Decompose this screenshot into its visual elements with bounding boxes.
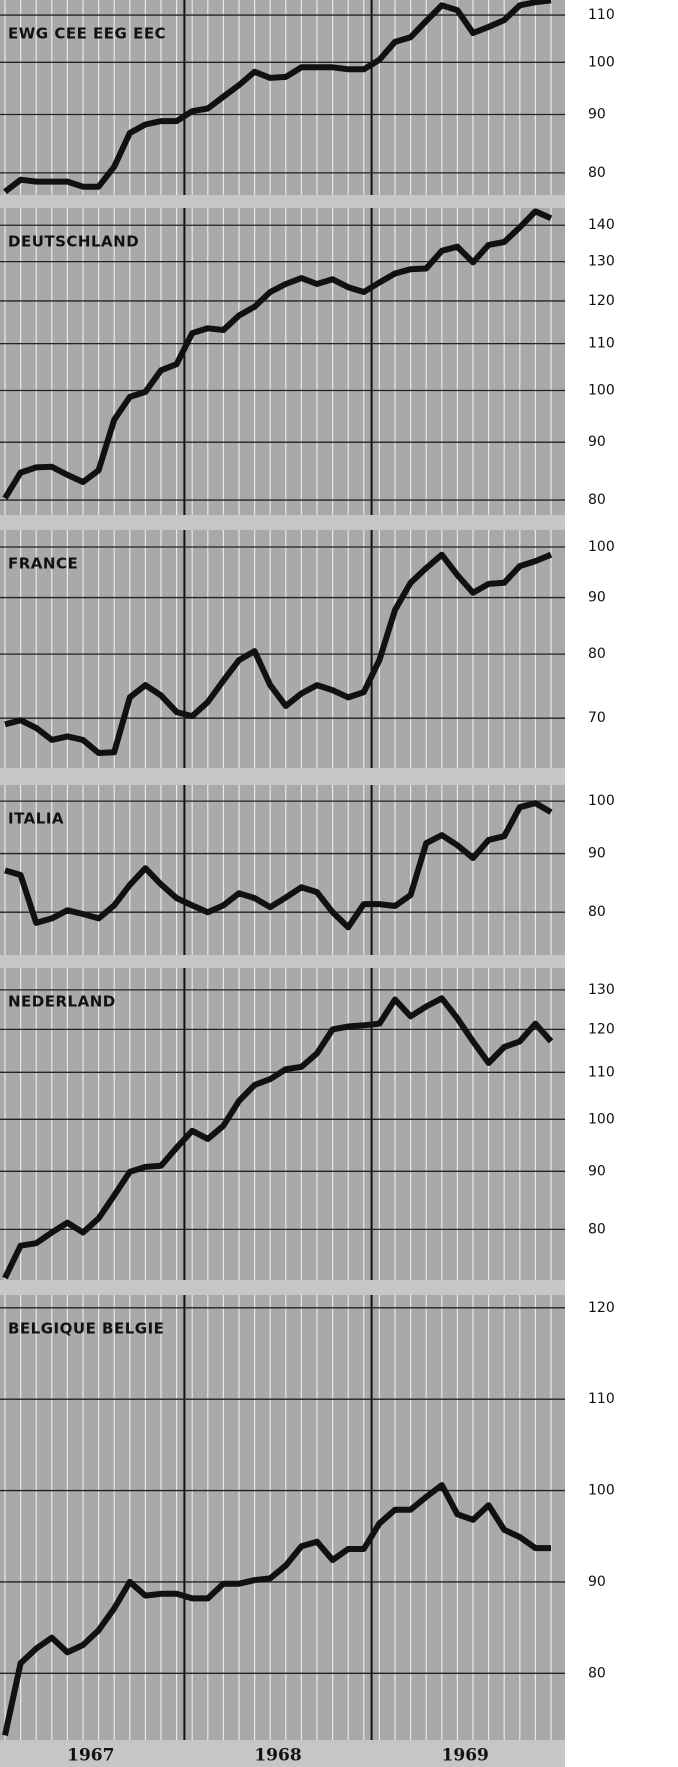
panel-background	[0, 530, 565, 768]
panel-title: BELGIQUE BELGIE	[8, 1320, 164, 1338]
y-tick-label: 130	[588, 254, 615, 270]
y-tick-label: 80	[588, 492, 606, 508]
y-tick-label: 110	[588, 336, 615, 352]
y-tick-label: 110	[588, 1391, 615, 1407]
y-tick-label: 90	[588, 590, 606, 606]
y-tick-label: 90	[588, 846, 606, 862]
y-tick-label: 80	[588, 646, 606, 662]
y-tick-label: 90	[588, 434, 606, 450]
y-tick-label: 80	[588, 904, 606, 920]
y-tick-label: 110	[588, 7, 615, 23]
panel-title: ITALIA	[8, 810, 64, 828]
y-tick-label: 120	[588, 1300, 615, 1316]
panel-background	[0, 968, 565, 1280]
y-tick-label: 100	[588, 382, 615, 398]
y-tick-label: 110	[588, 1064, 615, 1080]
x-year-label: 1968	[254, 1746, 301, 1766]
y-tick-label: 120	[588, 293, 615, 309]
panel-title: FRANCE	[8, 555, 78, 573]
panel-title: DEUTSCHLAND	[8, 233, 139, 251]
y-tick-label: 80	[588, 165, 606, 181]
y-tick-label: 70	[588, 710, 606, 726]
panel-background	[0, 785, 565, 955]
y-tick-label: 100	[588, 793, 615, 809]
data-line	[4, 551, 553, 756]
panel-title: EWG CEE EEG EEC	[8, 25, 166, 43]
x-year-label: 1967	[67, 1746, 114, 1766]
y-tick-label: 100	[588, 54, 615, 70]
y-tick-label: 80	[588, 1665, 606, 1681]
y-tick-label: 140	[588, 217, 615, 233]
data-line	[4, 800, 553, 931]
y-tick-label: 100	[588, 1483, 615, 1499]
data-line	[2, 208, 553, 500]
y-tick-label: 130	[588, 982, 615, 998]
y-tick-label: 100	[588, 539, 615, 555]
data-line	[3, 0, 552, 195]
y-tick-label: 90	[588, 106, 606, 122]
data-line	[2, 1482, 551, 1737]
y-tick-label: 100	[588, 1111, 615, 1127]
y-tick-label: 80	[588, 1221, 606, 1237]
y-tick-label: 90	[588, 1574, 606, 1590]
y-tick-label: 90	[588, 1163, 606, 1179]
panel-title: NEDERLAND	[8, 993, 116, 1011]
y-tick-label: 120	[588, 1021, 615, 1037]
data-line	[2, 995, 554, 1280]
x-year-label: 1969	[442, 1746, 489, 1766]
